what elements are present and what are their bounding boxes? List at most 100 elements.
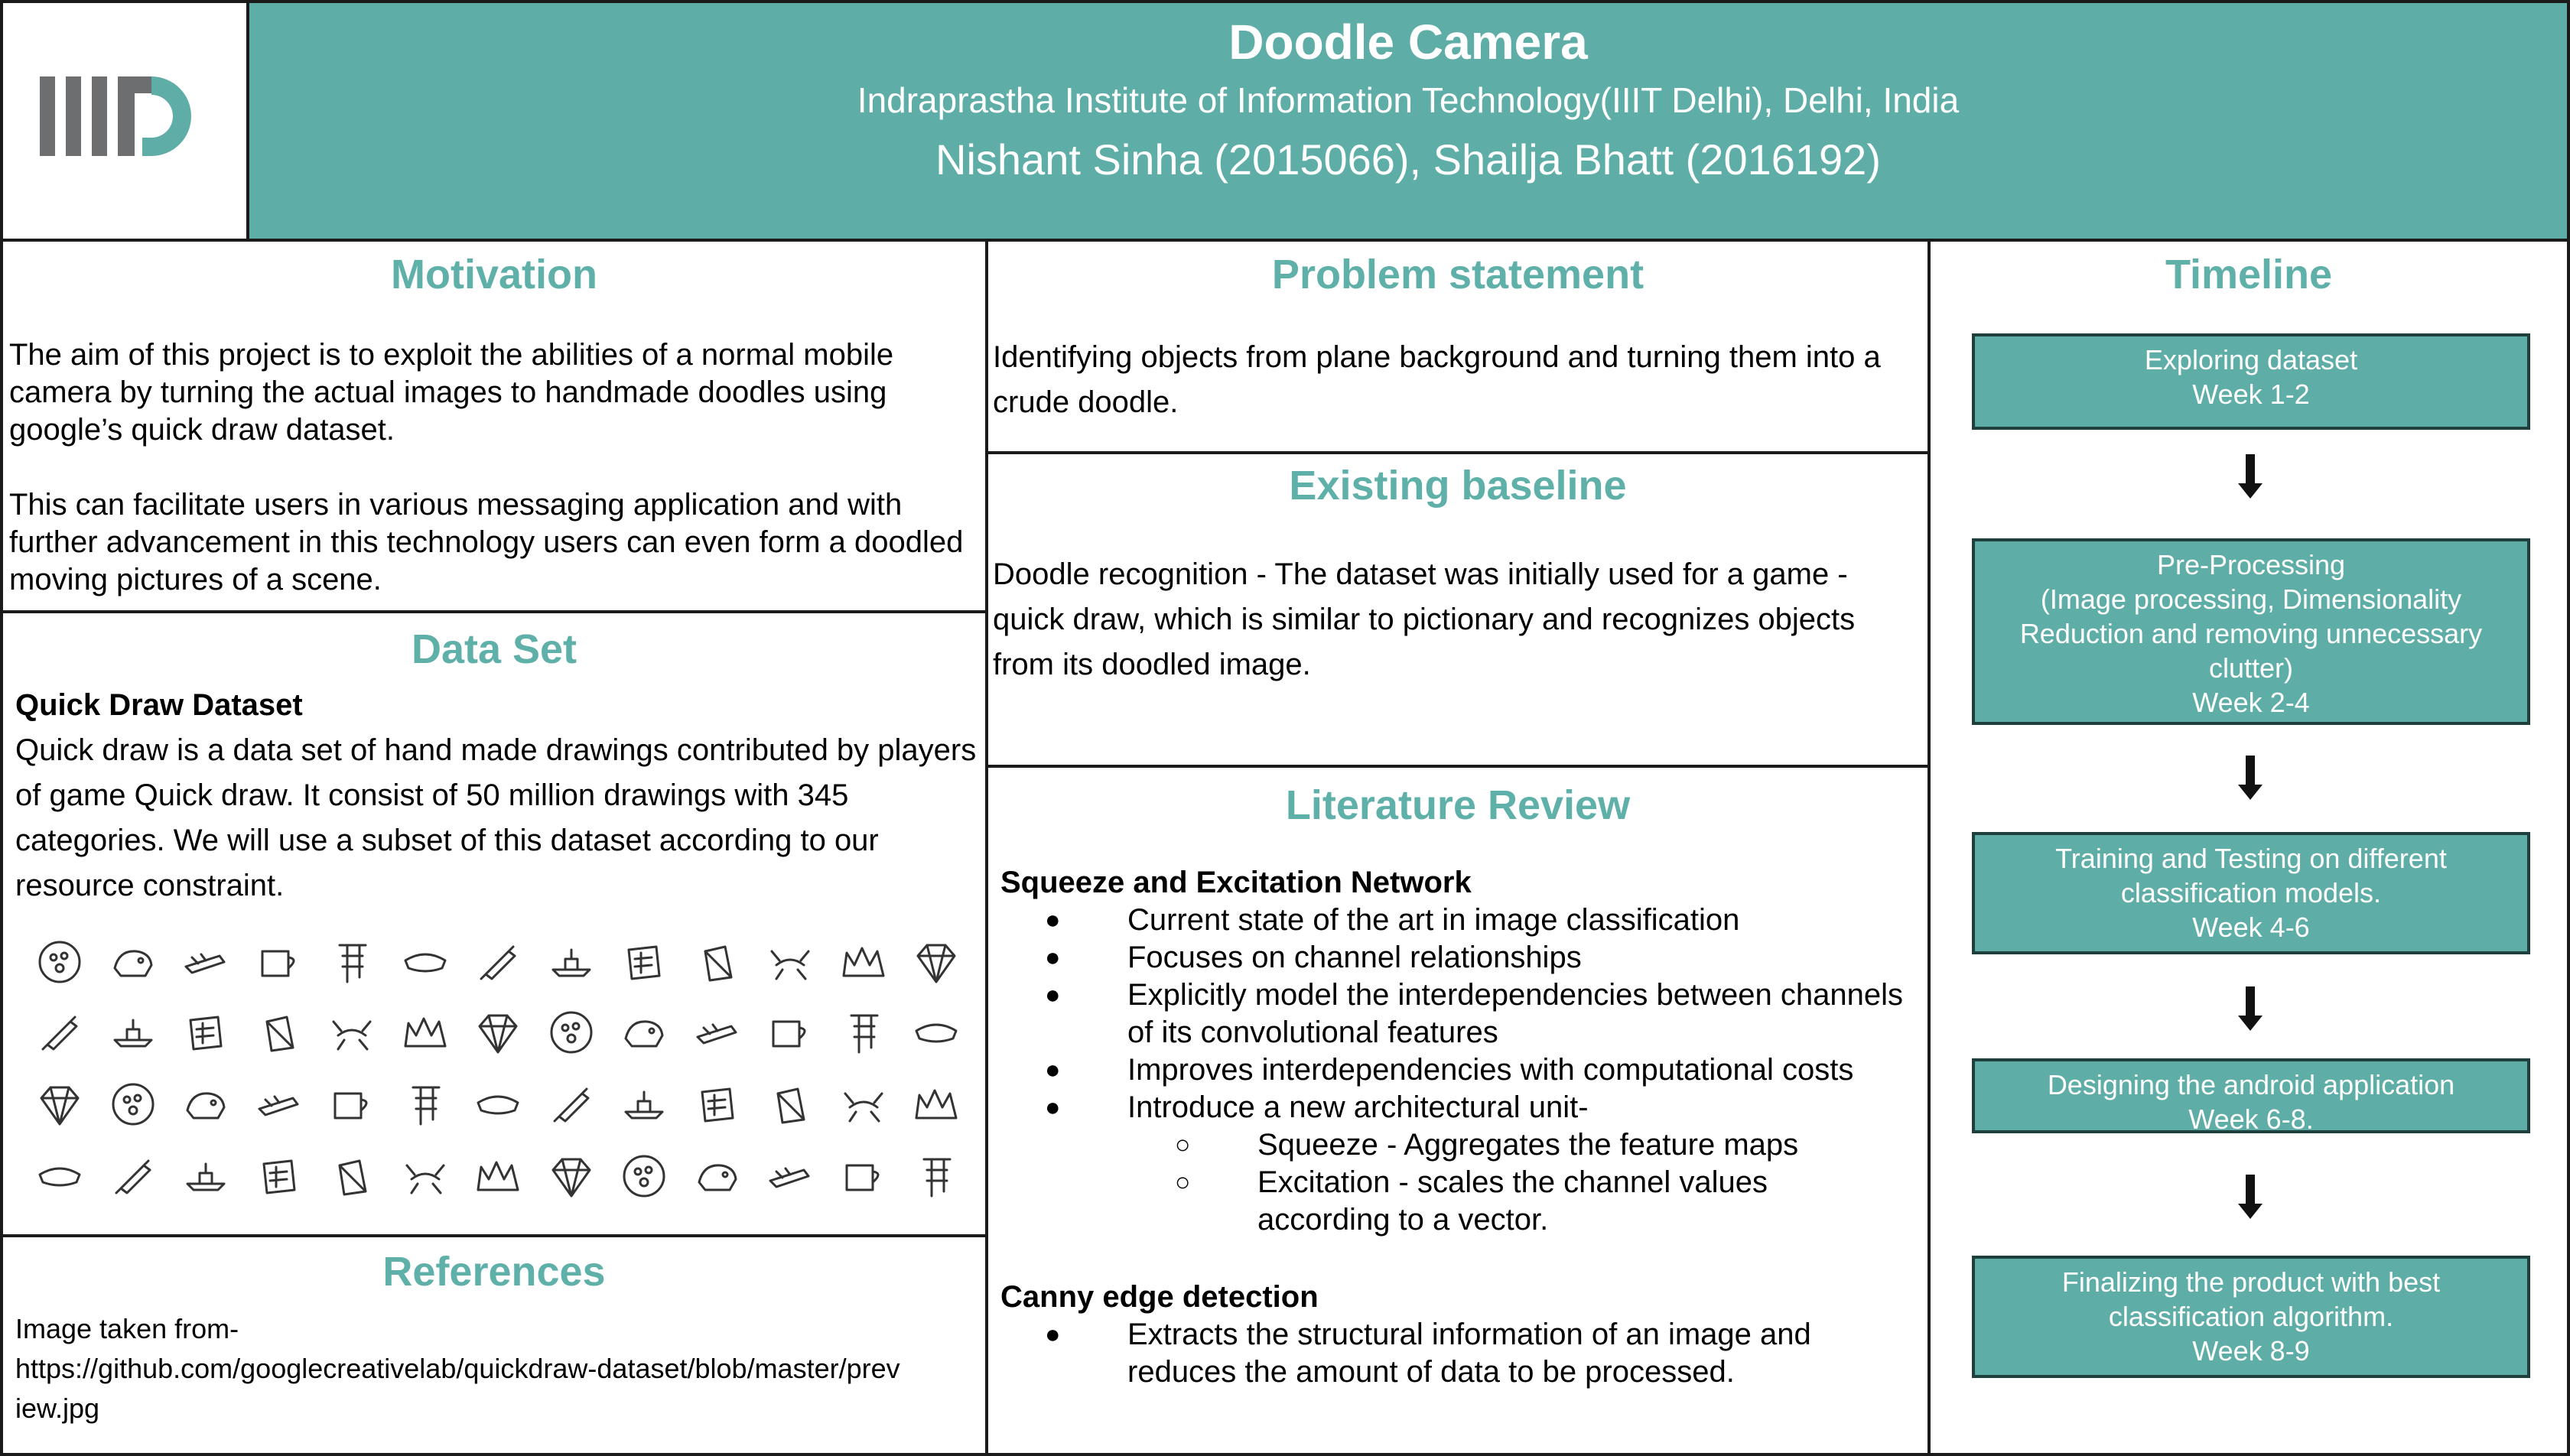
timeline-step: Finalizing the product with best classifi… [1972, 1256, 2530, 1378]
doodle-sketch-icon [623, 1155, 665, 1198]
doodle-sketch-icon [477, 1161, 519, 1191]
authors: Nishant Sinha (2015066), Shailja Bhatt (… [935, 135, 1881, 184]
timeline-step-line: Week 8-9 [2192, 1335, 2310, 1367]
baseline-section: Existing baseline Doodle recognition - T… [985, 451, 1931, 768]
timeline-step: Exploring dataset Week 1-2 [1972, 333, 2530, 430]
literature-title: Literature Review [1285, 782, 1631, 828]
doodle-sketch-icon [915, 1089, 958, 1120]
reference-link[interactable]: https://github.com/googlecreativelab/qui… [15, 1353, 900, 1384]
timeline-step-line: Week 2-4 [2192, 687, 2310, 718]
timeline-step: Training and Testing on different classif… [1972, 832, 2530, 954]
doodle-sketch-icon [551, 948, 590, 977]
problem-section: Problem statement Identifying objects fr… [985, 239, 1931, 454]
doodle-sketch-icon [698, 1164, 737, 1191]
doodle-sketch-icon [624, 1020, 664, 1048]
poster-title: Doodle Camera [1228, 15, 1588, 70]
list-item-text: Explicitly model the interdependencies b… [1127, 978, 1903, 1049]
list-item-text: Introduce a new architectural unit- [1127, 1090, 1589, 1124]
doodle-sketch-icon [265, 1016, 294, 1052]
timeline-step-line: classification algorithm. [2108, 1301, 2394, 1332]
doodle-sketch-icon [776, 1087, 805, 1124]
doodle-sketch-icon [113, 1019, 152, 1048]
arrow-down-icon [2238, 454, 2263, 499]
timeline-step-line: Week 6-8. [2188, 1103, 2314, 1135]
bullet-icon: ● [1045, 980, 1061, 1009]
iiitd-logo-icon [40, 76, 191, 156]
doodle-sketch-icon [38, 941, 81, 983]
doodle-sketch-icon [41, 1016, 78, 1051]
institute-name: Indraprastha Institute of Information Te… [857, 80, 1960, 120]
literature-section: Literature Review Squeeze and Excitation… [985, 765, 1931, 1456]
doodle-sketch-icon [480, 945, 516, 980]
baseline-title: Existing baseline [1289, 463, 1627, 509]
motivation-paragraph-1: The aim of this project is to exploit th… [9, 338, 894, 447]
doodle-sketch-icon [627, 945, 661, 980]
doodle-sketch-icon [842, 947, 884, 977]
timeline-step-line: clutter) [2208, 652, 2294, 684]
doodle-sketch-icon [553, 1087, 589, 1123]
doodle-sketch-icon [844, 1092, 883, 1123]
timeline-step-line: Reduction and removing unnecessary [2019, 618, 2483, 649]
timeline-step-line: Week 1-2 [2192, 379, 2310, 410]
doodle-sketch-icon [184, 953, 226, 974]
doodle-sketch-icon [696, 1023, 737, 1045]
references-section: References Image taken from- https://git… [0, 1234, 988, 1456]
doodle-sketch-icon [405, 1164, 444, 1194]
doodle-grid [3, 613, 985, 1234]
list-item-text: Improves interdependencies with computat… [1127, 1053, 1854, 1087]
doodle-sketch-icon [113, 950, 152, 977]
doodle-sketch-icon [186, 1162, 226, 1191]
doodle-sketch-icon [40, 1086, 80, 1126]
dataset-section: Data Set Quick Draw Dataset Quick draw i… [0, 610, 988, 1237]
timeline-step-line: Exploring dataset [2144, 344, 2358, 375]
arrow-down-icon [2238, 986, 2263, 1031]
bullet-icon: ● [1045, 905, 1061, 934]
poster-header: Doodle Camera Indraprastha Institute of … [246, 0, 2570, 242]
doodle-sketch-icon [338, 1159, 367, 1196]
bullet-icon: ● [1045, 1055, 1061, 1084]
logo-panel [0, 0, 251, 242]
doodle-sketch-icon [550, 1011, 592, 1054]
timeline-step-line: Finalizing the product with best [2061, 1266, 2441, 1298]
dataset-subtitle: Quick Draw Dataset [15, 688, 303, 722]
doodle-sketch-icon [189, 1016, 223, 1051]
bullet-icon: ● [1045, 943, 1061, 972]
doodle-sketch-icon [332, 1020, 372, 1051]
doodle-sketch-icon [916, 944, 956, 983]
motivation-paragraph-2: This can facilitate users in various mes… [9, 488, 964, 596]
doodle-sketch-icon [333, 1092, 368, 1120]
motivation-title: Motivation [391, 252, 597, 297]
dataset-description: Quick draw is a data set of hand made dr… [15, 733, 977, 902]
doodle-sketch-icon [704, 945, 732, 982]
timeline-step-line: Training and Testing on different [2055, 843, 2447, 874]
doodle-sketch-icon [404, 953, 446, 973]
bullet-icon: ● [1045, 1320, 1061, 1349]
timeline-step-line: (Image processing, Dimensionality [2040, 583, 2462, 615]
bullet-icon: ○ [1175, 1130, 1191, 1159]
doodle-sketch-icon [624, 1090, 664, 1120]
doodle-sketch-icon [261, 950, 294, 977]
doodle-sketch-icon [112, 1083, 154, 1126]
dataset-title: Data Set [411, 626, 577, 672]
problem-description: Identifying objects from plane backgroun… [993, 340, 1881, 419]
problem-title: Problem statement [1271, 252, 1644, 297]
doodle-sketch-icon [258, 1095, 298, 1116]
doodle-sketch-icon [478, 1014, 518, 1054]
list-item-text: Current state of the art in image classi… [1127, 903, 1740, 937]
arrow-down-icon [2238, 756, 2263, 800]
doodle-sketch-icon [115, 1159, 151, 1194]
reference-link-cont[interactable]: iew.jpg [15, 1393, 100, 1424]
timeline-title: Timeline [2165, 252, 2333, 297]
list-item-text: Focuses on channel relationships [1127, 941, 1582, 974]
baseline-description: Doodle recognition - The dataset was ini… [993, 557, 1856, 681]
doodle-sketch-icon [701, 1087, 734, 1123]
doodle-sketch-icon [922, 1158, 952, 1198]
list-item-text: Excitation - scales the channel values a… [1257, 1165, 1768, 1237]
list-item-text: Squeeze - Aggregates the feature maps [1257, 1128, 1799, 1162]
doodle-sketch-icon [477, 1095, 519, 1115]
doodle-sketch-icon [38, 1167, 81, 1187]
bullet-icon: ○ [1175, 1168, 1191, 1197]
bullet-icon: ● [1045, 1093, 1061, 1122]
doodle-sketch-icon [845, 1164, 879, 1191]
timeline-step: Pre-Processing (Image processing, Dimensi… [1972, 538, 2530, 725]
